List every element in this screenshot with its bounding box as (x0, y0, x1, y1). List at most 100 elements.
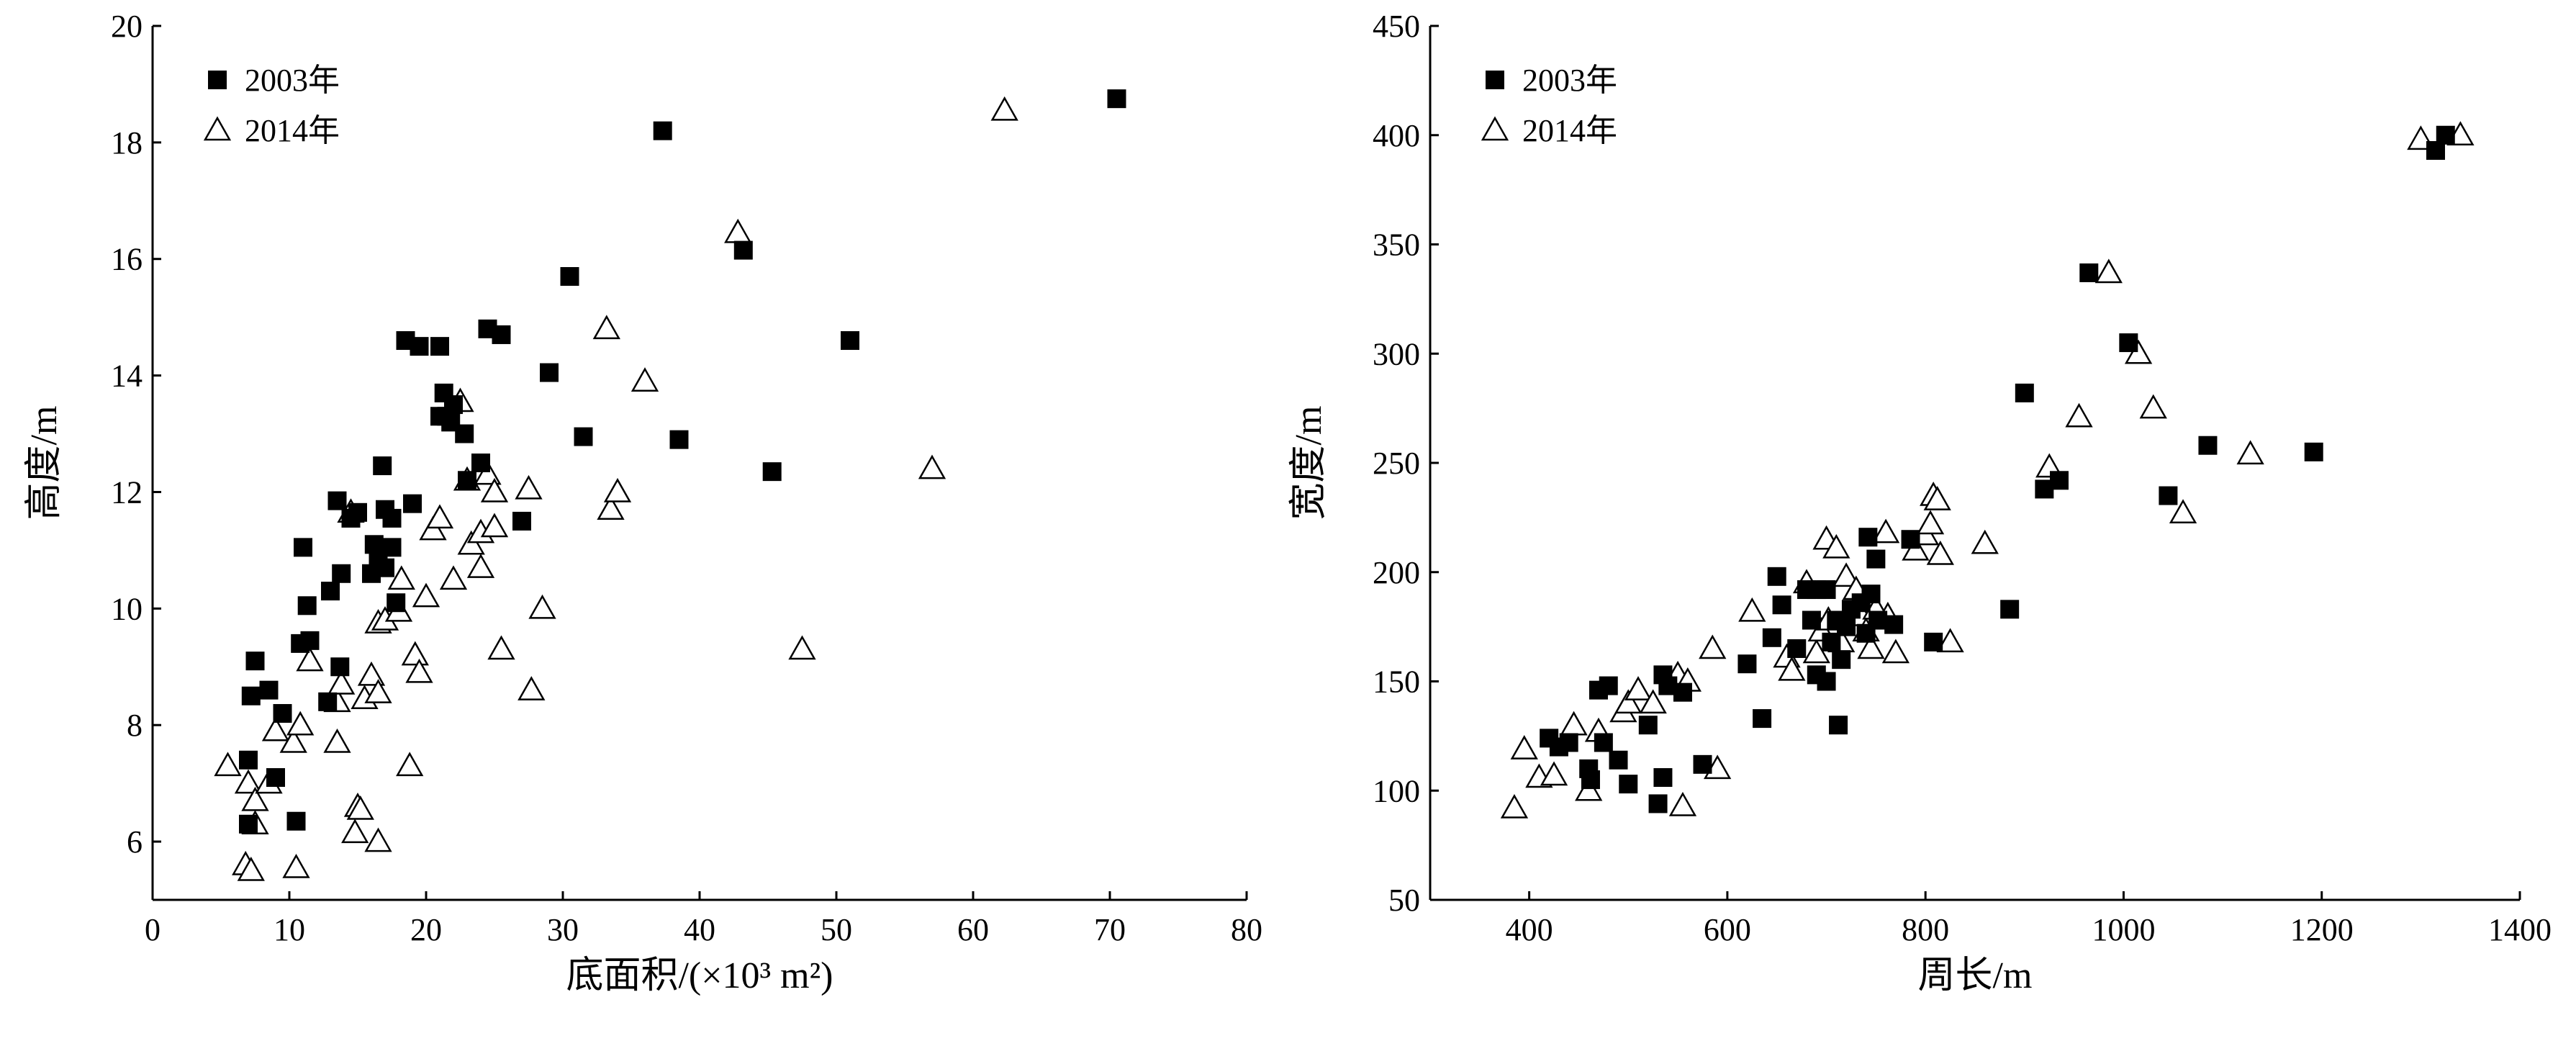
x-tick-label: 400 (1506, 912, 1553, 947)
data-point-2003 (286, 811, 306, 831)
data-point-2003 (1619, 775, 1638, 794)
data-point-2003 (560, 267, 579, 287)
data-point-2003 (540, 363, 559, 382)
data-point-2003 (1866, 549, 1886, 569)
data-point-2014 (1936, 628, 1964, 653)
data-point-2003 (1753, 709, 1772, 729)
data-point-2014 (425, 504, 454, 529)
legend-marker-2014 (1481, 116, 1509, 141)
data-point-2003 (1868, 610, 1888, 630)
scatter-chart-area-height: 0 10 20 30 40 50 60 70 80 6 8 10 12 14 16 18 20 底面积/(×10³… (24, 9, 1262, 996)
data-point-2014 (346, 795, 374, 820)
data-point-2003 (266, 768, 285, 788)
data-point-2003 (1762, 628, 1781, 647)
data-point-2003 (653, 121, 672, 140)
data-point-2003 (1673, 682, 1692, 702)
data-point-2014 (597, 495, 625, 520)
y-tick-label: 250 (1373, 446, 1420, 481)
data-point-2014 (515, 474, 543, 500)
data-point-2003 (297, 596, 317, 616)
data-point-2003 (1832, 650, 1851, 669)
data-point-2014 (1926, 540, 1954, 565)
data-point-2014 (1500, 793, 1529, 819)
x-tick-label: 1400 (2488, 912, 2552, 947)
data-point-2003 (387, 593, 406, 613)
data-point-2014 (1575, 776, 1603, 801)
data-point-2014 (1560, 711, 1588, 736)
data-point-2003 (1858, 528, 1878, 547)
y-axis-title: 宽度/m (1288, 406, 1329, 520)
legend-label-2014: 2014年 (1522, 113, 1617, 148)
data-point-2014 (327, 670, 356, 695)
data-point-2014 (286, 711, 315, 736)
data-point-2003 (841, 331, 859, 351)
x-tick-label: 600 (1704, 912, 1751, 947)
data-point-2003 (1599, 676, 1618, 695)
data-point-2003 (2015, 383, 2034, 402)
x-tick-label: 70 (1094, 912, 1126, 947)
data-point-2003 (241, 686, 261, 705)
data-point-2014 (528, 594, 556, 619)
y-tick-label: 400 (1373, 118, 1420, 153)
data-point-2003 (239, 750, 258, 770)
data-point-2014 (2169, 499, 2197, 524)
data-point-2003 (1653, 768, 1673, 788)
data-point-2014 (2236, 440, 2264, 465)
data-point-2014 (396, 752, 424, 777)
data-point-2003 (1817, 672, 1836, 691)
data-point-2014 (1923, 486, 1951, 510)
data-point-2014 (592, 315, 620, 340)
data-point-2014 (480, 513, 509, 538)
legend-label-2003: 2003年 (245, 63, 340, 98)
data-point-2003 (373, 456, 392, 476)
data-point-2003 (273, 704, 292, 723)
data-point-2003 (1638, 716, 1658, 735)
data-point-2003 (1924, 632, 1943, 652)
data-point-2003 (2304, 442, 2323, 461)
data-point-2003 (455, 424, 474, 443)
data-point-2003 (1767, 567, 1786, 586)
data-point-2003 (762, 462, 782, 482)
data-point-2014 (1881, 639, 1910, 664)
x-tick-label: 1000 (2092, 912, 2155, 947)
legend-marker-2003 (1486, 71, 1504, 89)
x-tick-label: 60 (957, 912, 989, 947)
data-point-2003 (492, 325, 511, 344)
data-point-2003 (1648, 794, 1668, 813)
data-point-2014 (405, 658, 433, 683)
data-point-2003 (733, 240, 753, 260)
data-point-2003 (458, 471, 476, 490)
data-point-2014 (518, 676, 546, 700)
data-point-2014 (261, 716, 290, 741)
data-point-2003 (512, 511, 531, 531)
data-point-2014 (487, 635, 515, 660)
data-point-2003 (1829, 716, 1848, 735)
data-point-2014 (1614, 689, 1642, 714)
data-point-2003 (294, 538, 312, 557)
data-point-2014 (1971, 529, 1999, 554)
y-tick-label: 6 (127, 824, 143, 860)
y-tick-label: 14 (111, 359, 143, 394)
data-point-2014 (1902, 536, 1930, 561)
data-point-2003 (327, 491, 347, 510)
data-point-2014 (357, 661, 386, 686)
data-point-2003 (1107, 89, 1126, 109)
data-point-2003 (2159, 486, 2178, 505)
data-point-2003 (2000, 600, 2020, 619)
x-tick-label: 80 (1231, 912, 1262, 947)
data-point-2003 (376, 558, 394, 577)
data-point-2014 (412, 582, 440, 608)
data-point-2003 (1772, 595, 1791, 615)
data-point-2003 (330, 657, 350, 677)
data-point-2003 (1737, 654, 1757, 674)
data-point-2003 (1861, 585, 1881, 604)
data-point-2014 (323, 728, 351, 753)
data-point-2014 (1802, 639, 1830, 664)
y-tick-label: 300 (1373, 336, 1420, 371)
data-point-2014 (1540, 761, 1568, 786)
y-tick-label: 200 (1373, 555, 1420, 590)
data-point-2014 (1857, 634, 1885, 659)
data-point-2003 (348, 502, 367, 522)
y-tick-label: 450 (1373, 9, 1420, 44)
data-point-2003 (2049, 471, 2069, 490)
